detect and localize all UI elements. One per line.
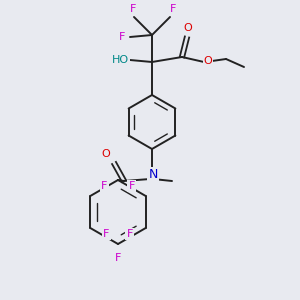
Text: F: F [130,4,136,14]
Text: F: F [103,229,110,239]
Text: F: F [119,32,125,42]
Text: F: F [115,253,121,263]
Text: O: O [102,149,110,159]
Text: F: F [128,181,135,191]
Text: HO: HO [111,55,129,65]
Text: F: F [170,4,176,14]
Text: N: N [148,169,158,182]
Text: F: F [127,229,133,239]
Text: F: F [101,181,107,191]
Text: O: O [204,56,212,66]
Text: O: O [184,23,192,33]
